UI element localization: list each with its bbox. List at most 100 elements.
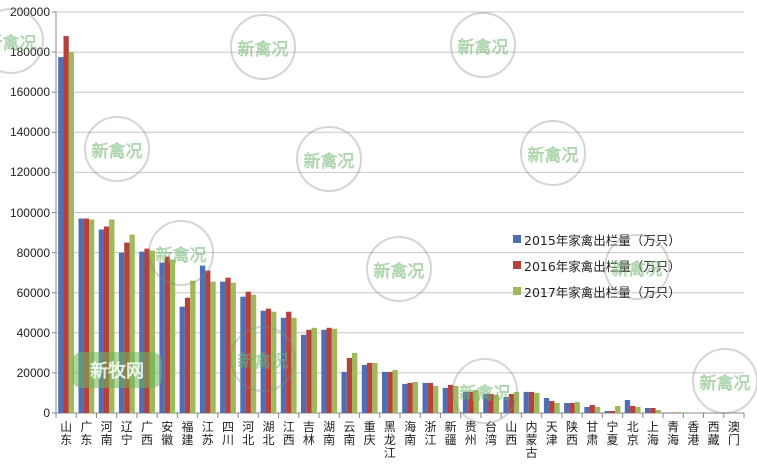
bar: [104, 226, 110, 413]
x-tick-label: 云南: [343, 420, 356, 447]
x-tick-label: 新疆: [444, 420, 457, 447]
bar: [382, 371, 388, 413]
bar: [124, 242, 130, 413]
bar: [129, 234, 135, 413]
bar: [331, 328, 338, 413]
bar: [549, 401, 555, 413]
bar: [109, 219, 115, 413]
legend-swatch-2015: [513, 235, 521, 243]
bar: [645, 408, 651, 413]
x-tick-label: 湖北: [262, 420, 275, 447]
legend-swatch-2017: [513, 287, 521, 295]
y-tick-label: 100000: [9, 205, 50, 220]
y-tick-label: 180000: [9, 45, 50, 60]
bar: [483, 394, 489, 413]
x-tick-label: 黑龙江: [383, 420, 396, 460]
bar: [604, 411, 610, 413]
y-tick-label: 80000: [16, 245, 50, 260]
bar: [442, 387, 448, 413]
bar: [630, 406, 636, 413]
bar: [615, 406, 621, 413]
bar: [250, 294, 257, 413]
bar: [260, 310, 266, 413]
axes: [52, 11, 745, 418]
bar: [240, 296, 246, 413]
bar: [367, 362, 373, 413]
bar: [594, 407, 601, 413]
bar: [650, 408, 656, 413]
legend-label-2017: 2017年家禽出栏量（万只）: [524, 284, 681, 300]
gridlines: [56, 11, 744, 414]
bar: [118, 252, 125, 413]
x-tick-label: 贵州: [464, 420, 477, 447]
x-tick-label: 辽宁: [120, 420, 133, 447]
bar: [184, 297, 191, 413]
bar: [473, 389, 479, 413]
y-tick-label: 60000: [16, 285, 50, 300]
bar: [58, 57, 64, 413]
y-tick-label: 120000: [9, 165, 50, 180]
bar: [462, 391, 469, 413]
bar: [569, 403, 575, 413]
bar: [665, 412, 671, 414]
bar: [624, 400, 631, 413]
bar: [635, 407, 641, 413]
x-tick-label: 重庆: [363, 420, 376, 447]
x-tick-label: 天津: [545, 420, 558, 447]
bar: [523, 391, 529, 413]
bar: [352, 352, 358, 413]
bar: [407, 382, 413, 413]
bar: [412, 381, 418, 413]
bar: [326, 327, 332, 413]
x-tick-label: 安徽: [161, 420, 174, 447]
bar: [584, 407, 590, 413]
bar: [508, 394, 514, 413]
bar: [589, 405, 595, 413]
bar: [341, 371, 347, 413]
bar: [306, 329, 312, 413]
bar: [346, 357, 353, 413]
bar: [159, 262, 165, 413]
bar: [205, 270, 211, 413]
bar: [225, 277, 231, 413]
bar: [503, 397, 509, 413]
x-tick-label: 澳门: [727, 420, 740, 447]
bar: [144, 248, 150, 413]
bar: [301, 334, 307, 413]
x-tick-label: 青海: [667, 420, 680, 447]
y-tick-label: 0: [43, 406, 50, 420]
bar: [149, 250, 155, 413]
x-tick-label: 江西: [282, 420, 295, 447]
x-tick-label: 浙江: [424, 420, 437, 447]
legend-label-2016: 2016年家禽出栏量（万只）: [524, 258, 681, 274]
bar: [63, 36, 69, 413]
bar: [321, 329, 327, 413]
bar: [245, 291, 251, 413]
bar: [402, 383, 408, 413]
bar: [164, 256, 170, 413]
legend-item-2015: 2015年家禽出栏量（万只）: [513, 226, 681, 252]
x-tick-label: 湖南: [323, 420, 336, 447]
bar: [210, 281, 216, 413]
bar: [139, 251, 145, 413]
bar: [169, 259, 176, 413]
x-tick-label: 海南: [404, 420, 417, 447]
x-tick-label: 广西: [141, 420, 154, 447]
legend-item-2016: 2016年家禽出栏量（万只）: [513, 252, 681, 278]
bar: [574, 402, 580, 413]
bar: [199, 265, 206, 413]
y-tick-label: 40000: [16, 325, 50, 340]
legend-item-2017: 2017年家禽出栏量（万只）: [513, 278, 681, 304]
x-tick-label: 山西: [505, 420, 518, 447]
bar: [387, 371, 393, 413]
x-tick-label: 吉林: [302, 420, 315, 447]
bar: [655, 410, 661, 413]
bar: [427, 382, 433, 413]
y-tick-label: 140000: [9, 125, 50, 140]
y-tick-label: 160000: [9, 85, 50, 100]
bar: [543, 398, 550, 413]
bar: [433, 385, 439, 413]
bar: [280, 317, 287, 413]
x-tick-label: 台湾: [485, 420, 498, 447]
